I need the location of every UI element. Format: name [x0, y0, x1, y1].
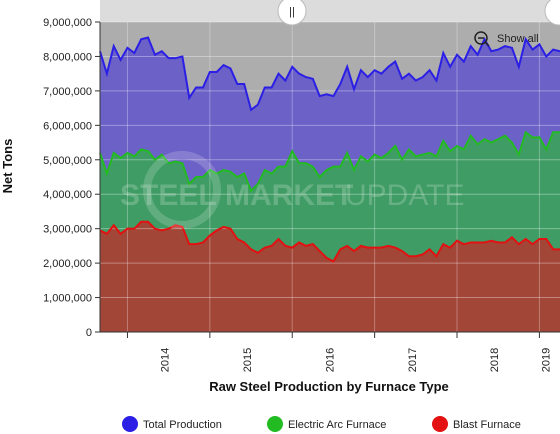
y-tick-label: 7,000,000 — [43, 86, 92, 98]
legend-label-electric-arc-furnace: Electric Arc Furnace — [288, 419, 386, 431]
navigator-left-handle[interactable] — [277, 0, 307, 26]
x-axis-title: Raw Steel Production by Furnace Type — [209, 379, 449, 394]
y-axis: 0 1,000,000 2,000,000 3,000,000 4,000,000 5,0… — [43, 17, 100, 339]
show-all-button[interactable]: Show all — [474, 31, 539, 47]
legend-marker-blast-furnace — [432, 416, 448, 432]
legend-marker-total-production — [122, 416, 138, 432]
legend: Total Production Electric Arc Furnace Blas… — [122, 416, 521, 432]
x-tick-label: 2017 — [407, 348, 419, 372]
navigator-selection[interactable] — [100, 0, 560, 22]
y-tick-label: 8,000,000 — [43, 51, 92, 63]
show-all-label: Show all — [497, 33, 539, 45]
navigator-right-handle[interactable] — [544, 0, 560, 26]
legend-item-electric-arc-furnace[interactable]: Electric Arc Furnace — [267, 416, 386, 432]
zoom-out-icon-handle — [484, 41, 490, 47]
line-electric-arc-furnace[interactable] — [99, 130, 560, 193]
y-tick-label: 0 — [86, 327, 92, 339]
line-total-production[interactable] — [99, 36, 560, 112]
watermark-brand-left: STEEL — [120, 179, 217, 212]
x-axis: 2014 2015 2016 2017 2018 2019 — [126, 332, 553, 372]
y-tick-label: 6,000,000 — [43, 120, 92, 132]
y-tick-label: 9,000,000 — [43, 17, 92, 29]
y-tick-label: 5,000,000 — [43, 155, 92, 167]
legend-marker-electric-arc-furnace — [267, 416, 283, 432]
legend-label-total-production: Total Production — [143, 419, 222, 431]
plot-area — [99, 21, 560, 333]
y-tick-label: 1,000,000 — [43, 293, 92, 305]
y-tick-label: 4,000,000 — [43, 189, 92, 201]
watermark: STEEL MARKET UPDATE — [120, 151, 464, 229]
x-tick-label: 2015 — [242, 348, 254, 372]
y-tick-label: 2,000,000 — [43, 258, 92, 270]
watermark-brand-mid: MARKET — [225, 179, 353, 212]
area-blast-furnace[interactable] — [100, 221, 560, 332]
y-axis-title: Net Tons — [0, 139, 15, 194]
x-tick-label: 2018 — [489, 348, 501, 372]
x-tick-label: 2014 — [160, 348, 172, 372]
x-tick-label: 2019 — [541, 348, 553, 372]
watermark-brand-right: UPDATE — [345, 179, 464, 212]
navigator-handle-grip-icon: || — [289, 6, 295, 18]
watermark-logo-icon — [143, 151, 221, 229]
y-tick-label: 3,000,000 — [43, 224, 92, 236]
zoom-out-icon — [474, 31, 488, 45]
line-blast-furnace[interactable] — [99, 220, 560, 263]
legend-item-total-production[interactable]: Total Production — [122, 416, 222, 432]
legend-label-blast-furnace: Blast Furnace — [453, 419, 521, 431]
x-tick-label: 2016 — [324, 348, 336, 372]
legend-item-blast-furnace[interactable]: Blast Furnace — [432, 416, 521, 432]
